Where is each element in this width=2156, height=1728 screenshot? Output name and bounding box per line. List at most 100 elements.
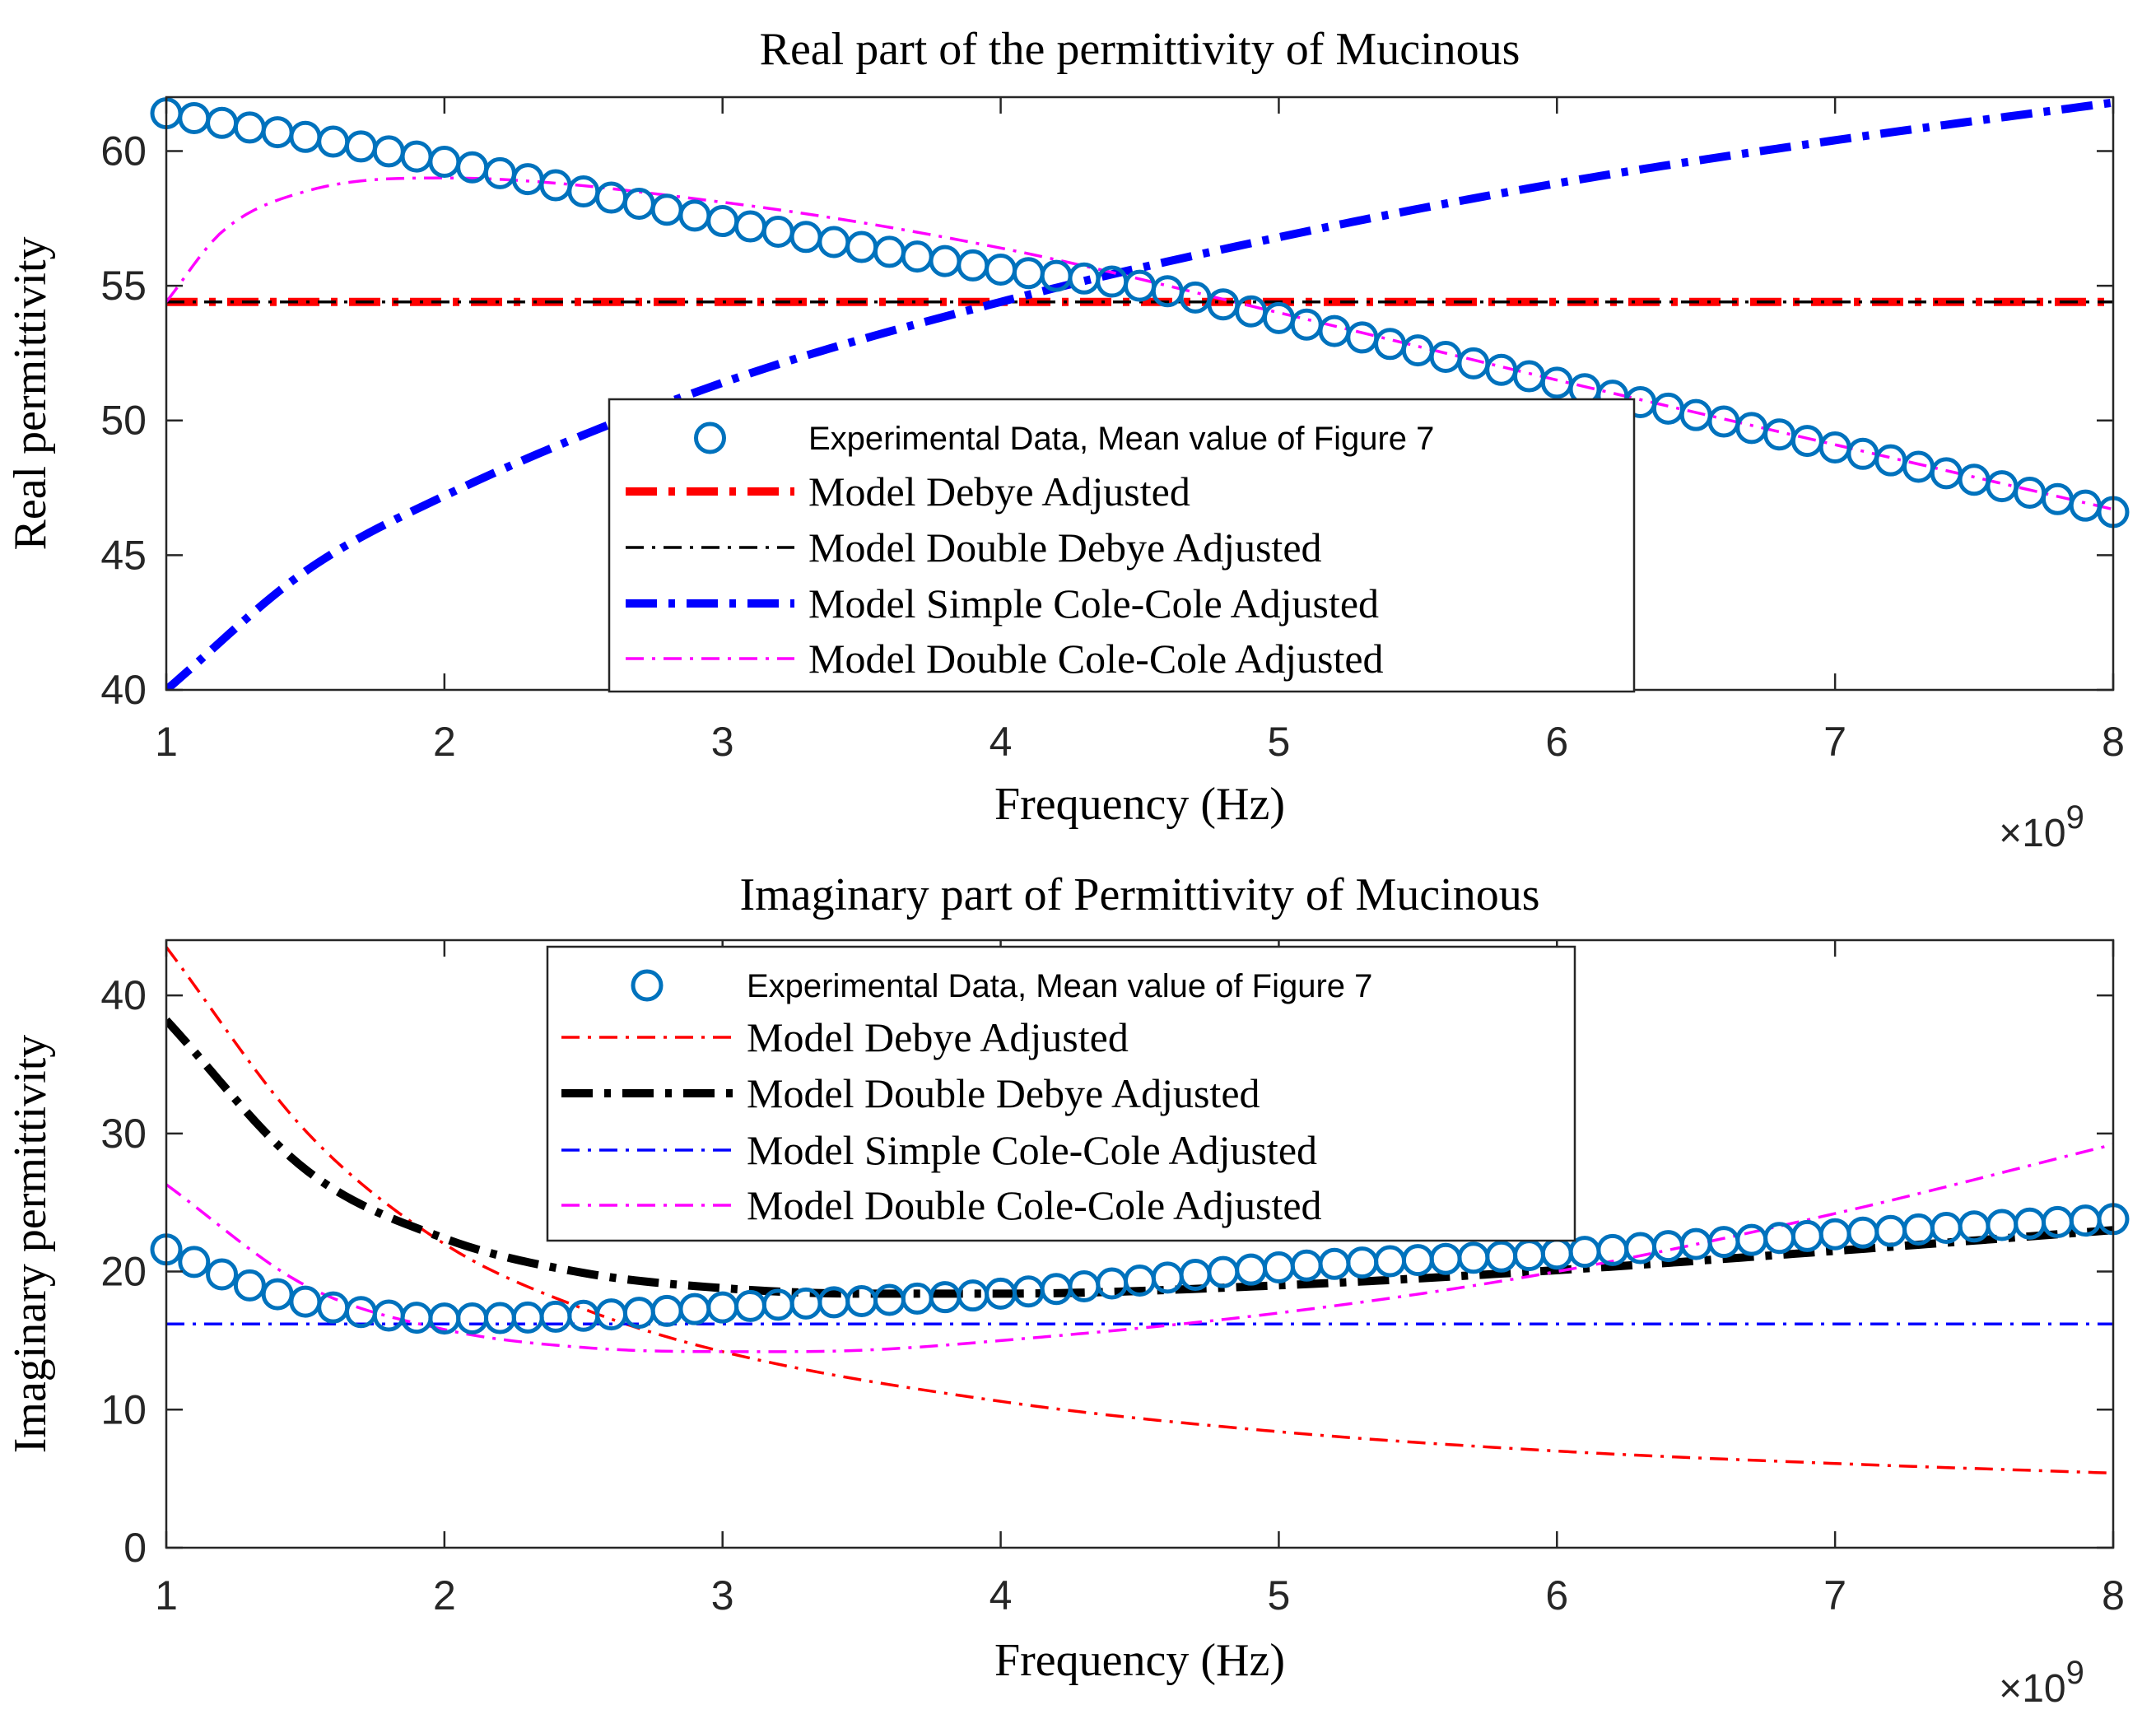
experimental-point [1902, 450, 1935, 483]
x-axis-exponent: 9 [2066, 1655, 2084, 1691]
experimental-point [428, 146, 461, 179]
legend: Experimental Data, Mean value of Figure … [608, 398, 1636, 693]
experimental-point [1790, 1219, 1823, 1252]
experimental-point [1651, 1230, 1684, 1263]
real-permittivity-panel: Real part of the permittivity of Mucinou… [5, 24, 2130, 855]
legend-box [608, 398, 1636, 693]
experimental-data [150, 1203, 2130, 1335]
experimental-point [1986, 1209, 2019, 1241]
experimental-point [1958, 1210, 1991, 1243]
legend-marker-experimental [631, 969, 664, 1002]
experimental-point [261, 1278, 294, 1311]
chart-title: Real part of the permittivity of Mucinou… [760, 24, 1520, 75]
series-model-double-cole-cole-adjusted [166, 1143, 2113, 1353]
experimental-point [873, 235, 906, 268]
y-tick-label: 10 [100, 1386, 147, 1432]
legend-label-model-double-debye-adjusted: Model Double Debye Adjusted [747, 1070, 1260, 1116]
y-tick-label: 50 [100, 398, 147, 444]
x-tick-label: 6 [1545, 1572, 1568, 1619]
y-tick-label: 40 [100, 972, 147, 1018]
experimental-point [511, 1301, 544, 1334]
experimental-point [929, 245, 962, 277]
experimental-point [1679, 398, 1712, 431]
experimental-point [1318, 314, 1351, 347]
axes-box [165, 939, 2115, 1549]
plot-area [166, 946, 2113, 1475]
experimental-point [1374, 328, 1407, 361]
experimental-point [734, 210, 766, 243]
experimental-point [1235, 1253, 1268, 1286]
series-model-double-cole-cole-adjusted [166, 176, 2113, 511]
x-axis-exponent: 9 [2066, 799, 2084, 836]
experimental-point [511, 163, 544, 196]
experimental-point [289, 1285, 322, 1318]
experimental-point [901, 1282, 934, 1315]
experimental-point [622, 1297, 655, 1330]
experimental-point [206, 1258, 239, 1291]
experimental-point [567, 175, 600, 208]
y-tick-label: 40 [100, 667, 147, 713]
experimental-point [1707, 1226, 1740, 1259]
experimental-point [1624, 1232, 1657, 1265]
experimental-point [289, 120, 322, 153]
experimental-point [1790, 425, 1823, 458]
experimental-point [901, 240, 934, 273]
experimental-point [178, 1246, 211, 1279]
experimental-point [1485, 1240, 1518, 1273]
legend-label-model-debye-adjusted: Model Debye Adjusted [808, 468, 1190, 515]
experimental-point [789, 1287, 822, 1320]
experimental-point [1207, 1255, 1240, 1288]
x-axis-label: Frequency (Hz) [994, 1635, 1285, 1686]
experimental-point [1846, 1216, 1879, 1249]
experimental-point [845, 231, 878, 263]
experimental-point [1151, 1261, 1184, 1294]
experimental-point [483, 156, 516, 189]
experimental-point [1124, 269, 1156, 302]
y-tick-label: 55 [100, 263, 147, 309]
experimental-point [1429, 1242, 1462, 1275]
experimental-point [1763, 1222, 1796, 1255]
experimental-point [1179, 281, 1212, 314]
y-tick-label: 20 [100, 1249, 147, 1295]
experimental-point [233, 1269, 266, 1302]
series-model-debye-adjusted [166, 946, 2113, 1475]
experimental-point [400, 140, 433, 173]
experimental-point [1346, 1246, 1379, 1279]
x-tick-label: 1 [155, 1572, 178, 1619]
experimental-point [1318, 1247, 1351, 1280]
legend-box [546, 945, 1576, 1242]
experimental-point [1930, 1212, 1963, 1245]
series-model-double-debye-adjusted [166, 1017, 2113, 1298]
imaginary-permittivity-panel: Imaginary part of Permittivity of Mucino… [5, 869, 2130, 1711]
experimental-point [1513, 1239, 1545, 1272]
experimental-point [1457, 1241, 1490, 1274]
x-tick-label: 3 [711, 1572, 734, 1619]
x-tick-label: 4 [990, 719, 1013, 765]
legend-label-model-double-cole-cole-adjusted: Model Double Cole-Cole Adjusted [808, 636, 1384, 682]
chart-title: Imaginary part of Permittivity of Mucino… [739, 869, 1539, 920]
y-tick-label: 45 [100, 532, 147, 578]
experimental-point [1346, 321, 1379, 354]
x-tick-label: 5 [1268, 1572, 1291, 1619]
experimental-point [1401, 1244, 1434, 1277]
legend-label-model-debye-adjusted: Model Debye Adjusted [747, 1014, 1129, 1060]
x-tick-label: 5 [1268, 719, 1291, 765]
experimental-point [539, 1300, 572, 1333]
experimental-point [1096, 1267, 1129, 1300]
experimental-point [1902, 1213, 1935, 1246]
x-tick-label: 6 [1545, 719, 1568, 765]
x-axis-multiplier: ×109 [1999, 1655, 2084, 1711]
experimental-point [1735, 1223, 1768, 1256]
experimental-point [1012, 257, 1045, 290]
x-tick-label: 2 [433, 1572, 456, 1619]
experimental-point [650, 193, 683, 226]
experimental-point [233, 111, 266, 144]
experimental-point [1401, 334, 1434, 367]
legend-label-model-double-cole-cole-adjusted: Model Double Cole-Cole Adjusted [747, 1182, 1322, 1228]
x-tick-label: 8 [2102, 1572, 2125, 1619]
experimental-point [1568, 1236, 1601, 1269]
legend: Experimental Data, Mean value of Figure … [546, 945, 1576, 1242]
experimental-point [1513, 360, 1545, 393]
y-axis-label: Imaginary permittivity [5, 1035, 56, 1454]
x-tick-label: 4 [990, 1572, 1013, 1619]
